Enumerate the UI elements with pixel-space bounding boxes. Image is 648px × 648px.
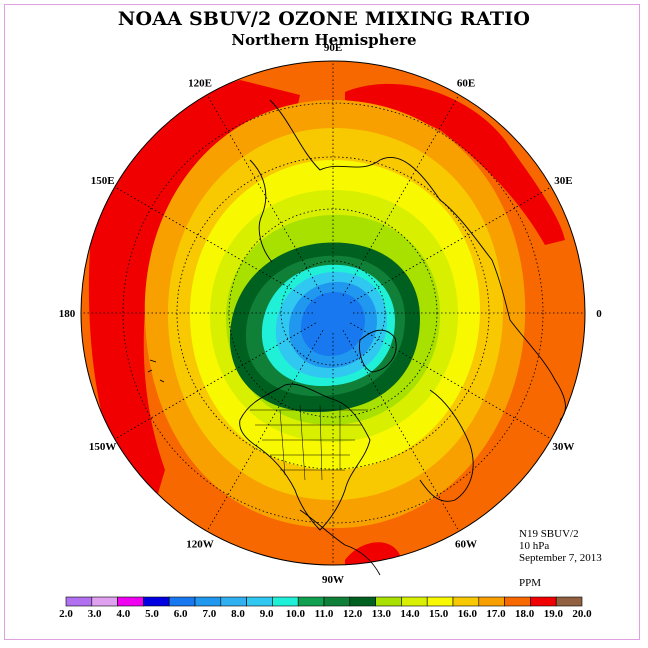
colorbar-tick-label: 18.0 xyxy=(515,608,535,620)
meridian-line xyxy=(350,322,552,440)
central-america-coast xyxy=(299,509,381,576)
longitude-label: 60E xyxy=(457,78,475,90)
north-america-coast xyxy=(239,383,371,531)
colorbar-tick-label: 5.0 xyxy=(145,608,159,620)
colorbar-swatch xyxy=(401,596,428,607)
colorbar-swatch xyxy=(91,596,118,607)
units-label: PPM xyxy=(519,577,542,589)
meridian-line xyxy=(342,94,460,296)
colorbar-swatch xyxy=(194,596,222,607)
colorbar-swatch xyxy=(246,596,273,607)
colorbar-swatch xyxy=(323,596,351,607)
eurasia-coast xyxy=(269,99,566,421)
longitude-label: 90W xyxy=(322,574,344,586)
figure-frame xyxy=(4,4,640,640)
colorbar-tick-label: 4.0 xyxy=(116,608,130,620)
colorbar-swatch xyxy=(168,596,196,607)
colorbar-tick-label: 7.0 xyxy=(202,608,216,620)
colorbar-tick-label: 14.0 xyxy=(400,608,420,620)
colorbar-swatch xyxy=(65,596,93,607)
band-7 xyxy=(300,291,366,356)
colorbar-swatch xyxy=(530,596,557,607)
europe-africa-coast xyxy=(419,389,474,502)
colorbar-tick-label: 15.0 xyxy=(429,608,449,620)
colorbar-tick-label: 3.0 xyxy=(88,608,102,620)
greenland-coast xyxy=(359,329,397,373)
meridian-line xyxy=(114,186,316,304)
longitude-label: 150W xyxy=(89,441,117,453)
pacific-islands xyxy=(147,359,165,383)
longitude-label: 120E xyxy=(188,78,212,90)
date-label: September 7, 2013 xyxy=(519,552,602,564)
longitude-label: 120W xyxy=(186,538,214,550)
longitude-label: 180 xyxy=(59,308,76,320)
meridian-line xyxy=(342,330,460,532)
colorbar-swatch xyxy=(452,596,480,607)
colorbar-tick-label: 20.0 xyxy=(572,608,592,620)
meridian-line xyxy=(114,322,316,440)
colorbar-swatch xyxy=(375,596,402,607)
longitude-label: 0 xyxy=(596,308,602,320)
ozone-field xyxy=(81,61,585,565)
longitude-label: 150E xyxy=(91,175,115,187)
colorbar-tick-label: 11.0 xyxy=(315,608,334,620)
colorbar-swatch xyxy=(143,596,170,607)
meridian-line xyxy=(206,330,324,532)
map-boundary xyxy=(80,60,586,566)
colorbar-swatch xyxy=(272,596,299,607)
map-title: NOAA SBUV/2 OZONE MIXING RATIO xyxy=(117,8,531,30)
longitude-label: 30E xyxy=(554,175,572,187)
colorbar-swatch xyxy=(555,596,583,607)
longitude-label: 30W xyxy=(552,441,574,453)
colorbar-swatch xyxy=(478,596,505,607)
info-block: N19 SBUV/2 10 hPa September 7, 2013 PPM xyxy=(519,528,602,589)
colorbar-swatch xyxy=(426,596,454,607)
red-max-east xyxy=(345,83,565,245)
colorbar-tick-label: 9.0 xyxy=(260,608,274,620)
state-borders-vertical xyxy=(279,404,341,481)
map-subtitle: Northern Hemisphere xyxy=(231,31,417,49)
meridian-line xyxy=(350,186,552,304)
colorbar-tick-label: 13.0 xyxy=(372,608,392,620)
meridian-line xyxy=(206,94,324,296)
longitude-labels: 90E 60E 30E 0 30W 60W 90W 120W 150W 180 150E 120E xyxy=(59,42,603,586)
colorbar-tick-label: 12.0 xyxy=(343,608,363,620)
state-borders xyxy=(250,409,368,471)
colorbar-tick-label: 10.0 xyxy=(286,608,306,620)
longitude-label: 60W xyxy=(455,538,477,550)
colorbar-swatch xyxy=(117,596,144,607)
instrument-label: N19 SBUV/2 xyxy=(519,528,579,540)
east-asia-coast xyxy=(249,159,273,263)
colorbar-swatch xyxy=(349,596,376,607)
colorbar-swatch xyxy=(504,596,531,607)
colorbar xyxy=(65,596,583,607)
colorbar-swatch xyxy=(297,596,325,607)
colorbar-tick-label: 16.0 xyxy=(458,608,478,620)
colorbar-tick-label: 2.0 xyxy=(59,608,73,620)
colorbar-tick-label: 8.0 xyxy=(231,608,245,620)
colorbar-tick-label: 17.0 xyxy=(486,608,506,620)
colorbar-tick-label: 19.0 xyxy=(544,608,564,620)
pressure-level-label: 10 hPa xyxy=(519,540,550,552)
longitude-grid xyxy=(81,61,585,565)
colorbar-swatch xyxy=(220,596,247,607)
coastlines xyxy=(147,99,566,576)
colorbar-tick-labels: 2.0 3.0 4.0 5.0 6.0 7.0 8.0 9.0 10.0 11.0 12.0 13.0… xyxy=(59,608,592,620)
longitude-label: 90E xyxy=(324,42,342,54)
red-max-west xyxy=(88,80,300,520)
red-max-south xyxy=(345,542,400,565)
colorbar-tick-label: 6.0 xyxy=(174,608,188,620)
